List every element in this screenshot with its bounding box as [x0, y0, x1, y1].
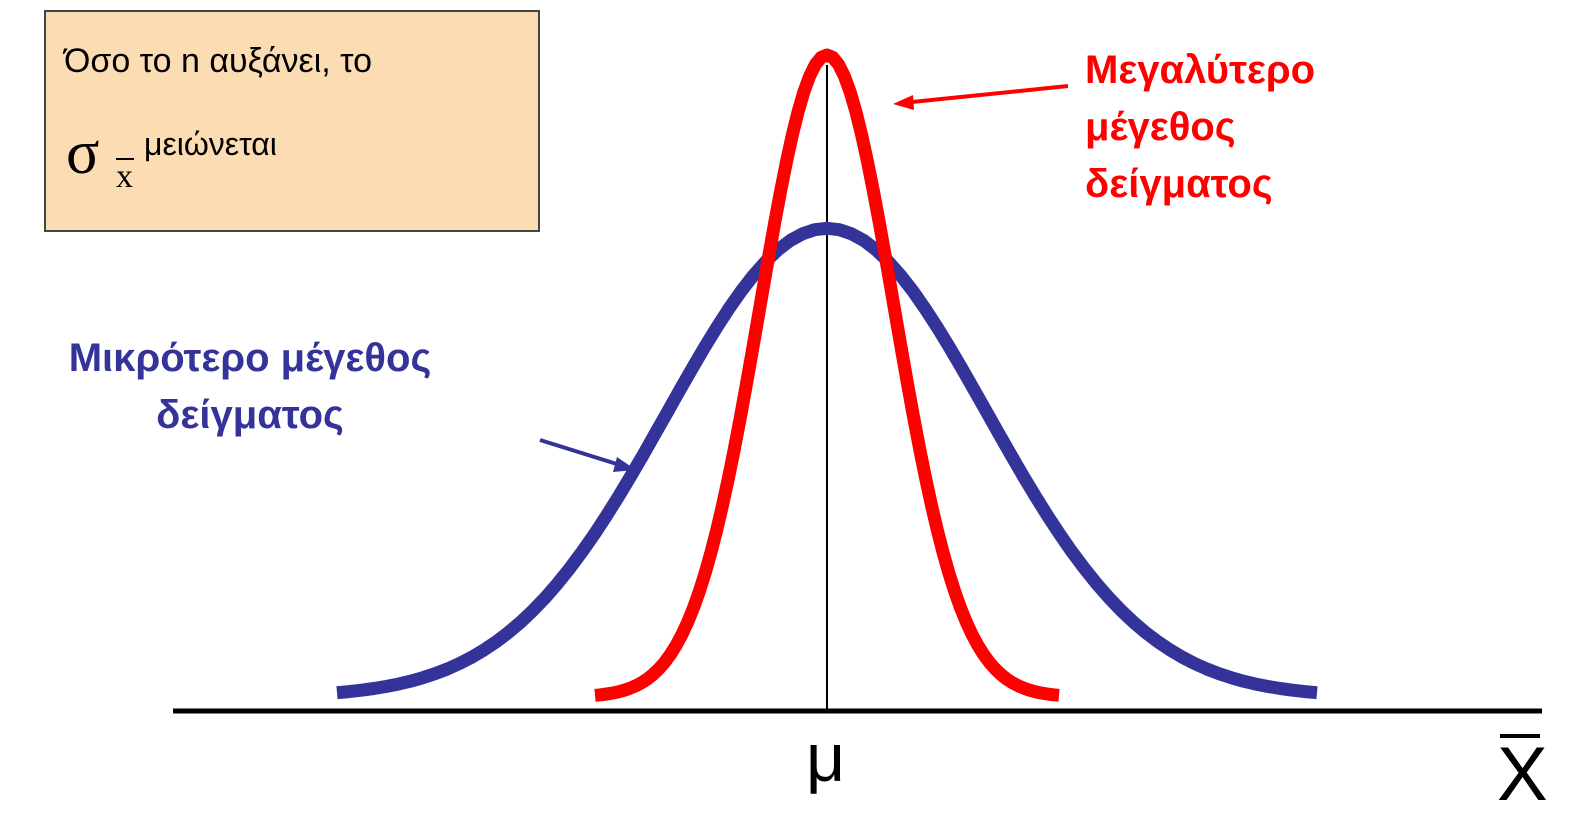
sigma-subscript: x [116, 158, 133, 195]
note-decreases-text: μειώνεται [144, 126, 277, 162]
large-sample-label-line: Μεγαλύτερο [1085, 48, 1316, 92]
note-box: Όσο το n αυξάνει, το σ x μειώνεται [44, 10, 540, 232]
large-sample-label-line: δείγματος [1085, 162, 1273, 206]
large-sample-arrowhead [893, 95, 914, 110]
large-sample-curve [594, 48, 1060, 702]
small-sample-arrow [539, 438, 636, 472]
small-sample-curve [336, 221, 1318, 700]
large-sample-arrow [893, 84, 1069, 110]
x-axis-label: X [1497, 732, 1548, 817]
small-sample-label: Μικρότερο μέγεθος δείγματος [0, 330, 500, 444]
note-formula: σ x μειώνεται [66, 122, 526, 202]
large-sample-label-line: μέγεθος [1085, 105, 1236, 149]
small-sample-arrowhead [613, 457, 636, 472]
small-sample-label-line: Μικρότερο μέγεθος [68, 336, 432, 380]
subscript-overline [116, 158, 134, 160]
note-text: Όσο το n αυξάνει, το [64, 42, 373, 80]
large-sample-label: Μεγαλύτερο μέγεθος δείγματος [1085, 42, 1415, 213]
mean-label: μ [806, 720, 846, 796]
sigma-symbol: σ [66, 119, 100, 187]
small-sample-label-line: δείγματος [156, 393, 344, 437]
x-label-overline [1500, 734, 1540, 738]
